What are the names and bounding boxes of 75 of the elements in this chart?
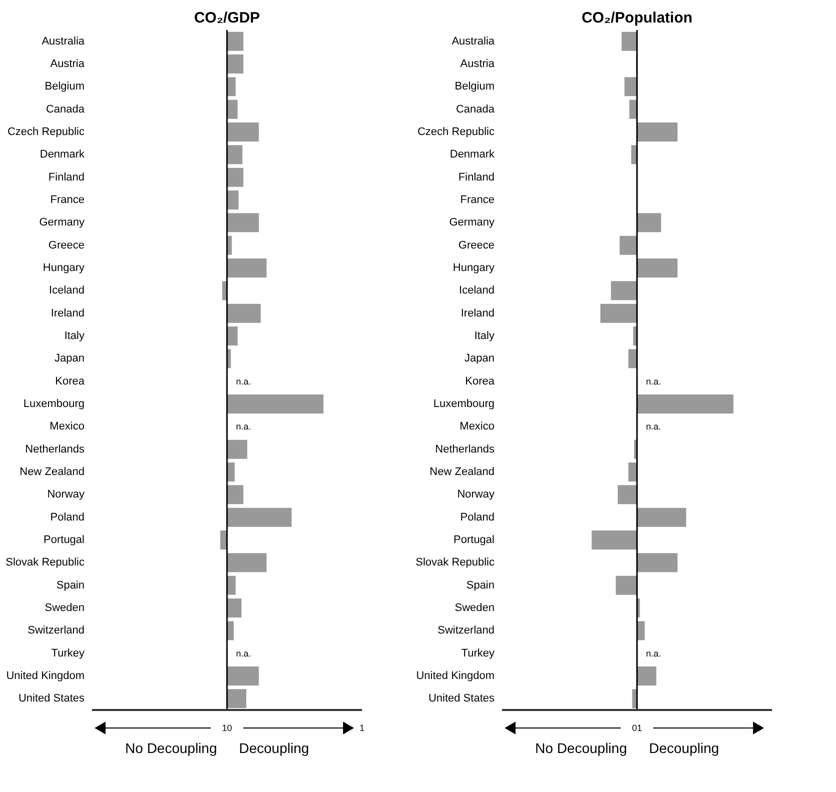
- y-tick-label: United Kingdom: [6, 670, 84, 682]
- text: Decoupling: [649, 740, 720, 756]
- text: No Decoupling: [535, 740, 627, 756]
- text: Decoupling: [239, 740, 310, 756]
- text: 1: [359, 723, 365, 733]
- y-tick-label: Japan: [54, 352, 84, 365]
- y-tick-label: Belgium: [44, 80, 84, 93]
- y-tick-label: Sweden: [454, 602, 494, 614]
- y-tick-label: Netherlands: [435, 443, 495, 456]
- y-tick-label: Finland: [458, 171, 494, 184]
- y-tick-label: Finland: [48, 171, 84, 184]
- y-tick-label: New Zealand: [20, 466, 84, 478]
- annotation: n.a.: [236, 648, 252, 658]
- y-tick-label: Luxembourg: [23, 398, 84, 410]
- y-tick-label: Denmark: [450, 148, 495, 161]
- annotation: n.a.: [646, 648, 662, 658]
- y-tick-label: Austria: [460, 58, 496, 70]
- y-tick-label: Hungary: [452, 262, 495, 274]
- y-tick-label: Belgium: [454, 80, 494, 93]
- y-tick-label: Greece: [458, 239, 494, 252]
- y-tick-label: Portugal: [454, 534, 494, 546]
- text: 10: [222, 723, 232, 733]
- y-tick-label: Denmark: [40, 148, 85, 161]
- text: No Decoupling: [125, 740, 217, 756]
- y-tick-label: Ireland: [460, 307, 494, 320]
- y-tick-label: Spain: [466, 579, 494, 592]
- y-tick-label: Mexico: [460, 420, 494, 433]
- y-tick-label: Poland: [460, 511, 494, 524]
- y-tick-label: Greece: [48, 239, 84, 252]
- y-tick-label: Slovak Republic: [6, 556, 85, 569]
- y-tick-label: United States: [18, 692, 85, 705]
- annotation: n.a.: [236, 376, 252, 386]
- y-tick-label: Hungary: [42, 262, 85, 274]
- y-tick-label: Germany: [39, 216, 85, 229]
- y-tick-label: Switzerland: [28, 624, 84, 637]
- y-tick-label: United Kingdom: [416, 670, 494, 682]
- y-tick-label: Slovak Republic: [416, 556, 495, 569]
- y-tick-label: Netherlands: [25, 443, 85, 456]
- y-tick-label: Japan: [464, 352, 494, 365]
- y-tick-label: Luxembourg: [433, 398, 494, 410]
- y-tick-label: Italy: [474, 330, 495, 342]
- y-tick-label: Norway: [47, 488, 85, 501]
- annotation: n.a.: [236, 422, 252, 432]
- annotation: n.a.: [646, 376, 662, 386]
- y-tick-label: Turkey: [51, 647, 85, 660]
- y-tick-label: Austria: [50, 58, 86, 70]
- y-tick-label: Iceland: [49, 284, 84, 297]
- y-tick-label: Turkey: [461, 647, 495, 660]
- y-tick-label: Norway: [457, 488, 495, 501]
- y-tick-label: Australia: [42, 35, 86, 48]
- chart-title: CO₂/GDP: [194, 9, 260, 26]
- y-tick-label: Switzerland: [438, 624, 494, 637]
- y-tick-label: Korea: [55, 375, 86, 388]
- y-tick-label: New Zealand: [430, 466, 494, 478]
- y-tick-label: France: [460, 194, 494, 206]
- y-tick-label: Iceland: [459, 284, 494, 297]
- y-tick-label: Canada: [46, 103, 86, 116]
- y-tick-label: Poland: [50, 511, 84, 524]
- text: 01: [632, 723, 642, 733]
- y-tick-label: Canada: [456, 103, 496, 116]
- y-tick-label: United States: [428, 692, 495, 705]
- y-tick-label: Sweden: [44, 602, 84, 614]
- y-tick-label: Czech Republic: [417, 126, 495, 138]
- y-tick-label: Czech Republic: [7, 126, 85, 138]
- y-tick-label: Italy: [64, 330, 85, 342]
- y-tick-label: Portugal: [44, 534, 84, 546]
- y-tick-label: France: [50, 194, 84, 206]
- y-tick-label: Ireland: [50, 307, 84, 320]
- y-tick-label: Korea: [465, 375, 496, 388]
- y-tick-label: Germany: [449, 216, 495, 229]
- y-tick-label: Australia: [452, 35, 496, 48]
- annotation: n.a.: [646, 422, 662, 432]
- y-tick-label: Spain: [56, 579, 84, 592]
- y-tick-label: Mexico: [50, 420, 84, 433]
- chart-title: CO₂/Population: [582, 9, 692, 26]
